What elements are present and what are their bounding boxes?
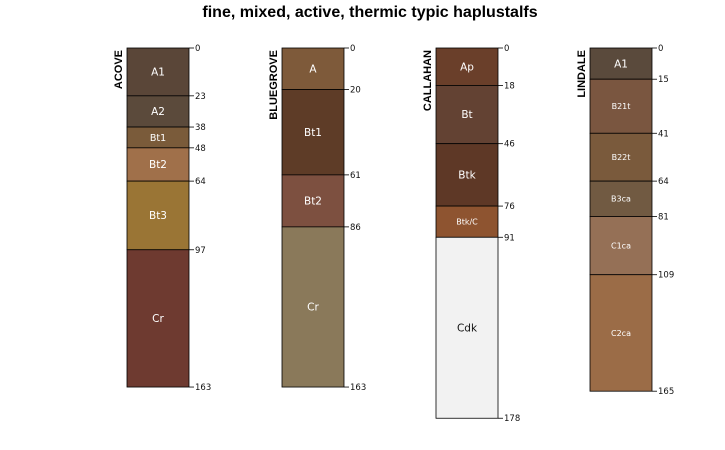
depth-label: 163: [350, 383, 366, 393]
horizon-a1: [589, 47, 653, 80]
horizon-label: A: [309, 63, 317, 75]
profile-name: LINDALE: [576, 50, 588, 98]
depth-label: 165: [658, 387, 674, 397]
horizon-label: Cdk: [457, 322, 478, 334]
horizon-cr: [126, 249, 190, 388]
horizon-label: B21t: [612, 102, 631, 111]
horizon-label: C1ca: [611, 241, 631, 250]
horizon-label: Bt3: [149, 210, 167, 222]
depth-label: 41: [658, 129, 669, 139]
horizon-btk: [435, 143, 499, 207]
horizon-b21t: [589, 78, 653, 134]
depth-label: 64: [658, 177, 669, 187]
depth-label: 0: [504, 44, 509, 54]
horizon-btk-c: [435, 205, 499, 238]
horizon-b3ca: [589, 180, 653, 217]
horizon-label: Bt: [461, 109, 472, 121]
horizon-bt2: [281, 174, 345, 228]
horizon-a1: [126, 47, 190, 97]
horizon-label: Bt2: [149, 159, 167, 171]
horizon-label: Bt1: [150, 133, 166, 144]
horizon-cr: [281, 226, 345, 388]
depth-label: 0: [350, 44, 355, 54]
horizon-label: Cr: [307, 302, 319, 314]
depth-label: 0: [195, 44, 200, 54]
horizon-a2: [126, 95, 190, 128]
depth-label: 18: [504, 81, 515, 91]
depth-label: 15: [658, 75, 669, 85]
horizon-label: Btk: [458, 170, 476, 182]
depth-label: 64: [195, 177, 206, 187]
horizon-bt2: [126, 147, 190, 182]
horizon-label: A1: [614, 58, 628, 70]
depth-label: 0: [658, 44, 663, 54]
depth-label: 38: [195, 123, 206, 133]
profile-bluegrove: BLUEGROVE A Bt1 Bt2 Cr 0 20 61 86 163: [268, 44, 366, 393]
horizon-label: B22t: [612, 153, 631, 162]
depth-label: 48: [195, 144, 206, 154]
chart-title: fine, mixed, active, thermic typic haplu…: [202, 4, 537, 21]
profile-name: CALLAHAN: [422, 50, 434, 111]
horizon-a: [281, 47, 345, 90]
horizon-ap: [435, 47, 499, 86]
profile-lindale: LINDALE A1 B21t B22t B3ca C1ca C2ca 0 15 41 64 81 10…: [576, 44, 674, 397]
depth-label: 109: [658, 271, 674, 281]
horizon-label: A2: [151, 106, 165, 118]
horizon-cdk: [435, 236, 499, 419]
depth-label: 178: [504, 414, 520, 424]
horizon-b22t: [589, 132, 653, 182]
profiles-group: ACOVE A1A2Bt1Bt2Bt3Cr02338486497163BLUEGR…: [113, 44, 674, 424]
depth-label: 61: [350, 171, 361, 181]
horizon-label: Btk/C: [456, 217, 478, 226]
depth-label: 86: [350, 223, 361, 233]
depth-label: 97: [195, 246, 206, 256]
depth-label: 23: [195, 92, 206, 102]
depth-label: 20: [350, 86, 361, 96]
profile-acove: ACOVE A1 A2 Bt1 Bt2 Bt3 Cr 0 23 38 48 64 97 163: [113, 44, 211, 393]
horizon-label: Cr: [152, 313, 164, 325]
profile-name: ACOVE: [113, 50, 125, 89]
depth-label: 46: [504, 140, 515, 150]
depth-label: 81: [658, 212, 669, 222]
depth-label: 91: [504, 233, 515, 243]
profile-callahan: CALLAHAN Ap Bt Btk Btk/C Cdk 0 18 46 76 91 178: [422, 44, 520, 424]
profile-name: BLUEGROVE: [268, 50, 280, 120]
horizon-c2ca: [589, 274, 653, 392]
depth-label: 163: [195, 383, 211, 393]
horizon-bt: [435, 85, 499, 145]
horizon-label: B3ca: [611, 195, 631, 204]
horizon-label: Ap: [460, 61, 474, 73]
horizon-label: C2ca: [611, 329, 631, 338]
horizon-bt1: [281, 89, 345, 176]
horizon-label: Bt2: [304, 196, 322, 208]
depth-label: 76: [504, 202, 515, 212]
horizon-label: A1: [151, 67, 165, 79]
horizon-label: Bt1: [304, 127, 322, 139]
